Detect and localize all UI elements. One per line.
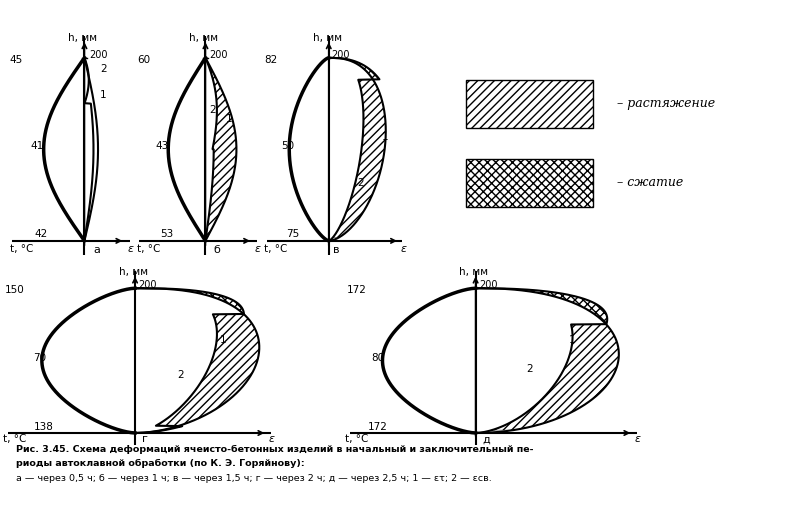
Text: 200: 200 [139, 280, 157, 290]
Text: 45: 45 [10, 55, 23, 65]
Bar [466, 80, 594, 128]
Text: 172: 172 [368, 422, 388, 432]
Text: 200: 200 [209, 50, 228, 60]
Text: а — через 0,5 ч; б — через 1 ч; в — через 1,5 ч; г — через 2 ч; д — через 2,5 ч;: а — через 0,5 ч; б — через 1 ч; в — чере… [16, 474, 492, 483]
Text: h, мм: h, мм [68, 33, 96, 43]
Text: 1: 1 [226, 114, 232, 124]
Text: 1: 1 [382, 132, 388, 142]
Text: г: г [142, 434, 148, 445]
Text: 1: 1 [100, 90, 107, 100]
Text: t, °C: t, °C [3, 434, 26, 444]
Text: 53: 53 [160, 229, 174, 239]
Text: t, °C: t, °C [137, 244, 161, 254]
Text: в: в [334, 245, 340, 255]
Text: 200: 200 [479, 280, 498, 290]
Text: – сжатие: – сжатие [617, 176, 683, 190]
Text: 200: 200 [331, 50, 349, 60]
Text: 82: 82 [264, 55, 278, 65]
Text: 2: 2 [100, 64, 107, 75]
Text: 2: 2 [178, 370, 184, 380]
Text: 1: 1 [220, 335, 226, 345]
Text: h, мм: h, мм [459, 267, 488, 277]
Text: 172: 172 [347, 285, 366, 294]
Text: h, мм: h, мм [119, 267, 148, 277]
Text: ε: ε [255, 244, 261, 254]
Text: h, мм: h, мм [189, 33, 218, 43]
Text: 200: 200 [89, 50, 107, 60]
Text: 43: 43 [156, 142, 169, 151]
Text: ε: ε [269, 434, 275, 444]
Text: t, °C: t, °C [345, 434, 369, 444]
Text: 80: 80 [372, 353, 384, 363]
Text: 2: 2 [526, 364, 533, 374]
Text: 60: 60 [137, 55, 150, 65]
Text: 2: 2 [209, 105, 217, 114]
Text: д: д [482, 434, 490, 445]
Text: t, °C: t, °C [10, 244, 33, 254]
Text: 50: 50 [281, 142, 295, 151]
Text: риоды автоклавной обработки (по К. Э. Горяйнову):: риоды автоклавной обработки (по К. Э. Го… [16, 459, 305, 468]
Text: 2: 2 [357, 178, 364, 188]
Bar [466, 159, 594, 207]
Text: 42: 42 [34, 229, 48, 239]
Text: h, мм: h, мм [313, 33, 342, 43]
Text: 70: 70 [33, 353, 46, 363]
Text: 150: 150 [5, 285, 25, 294]
Text: 75: 75 [286, 229, 299, 239]
Text: ε: ε [635, 434, 641, 444]
Text: 138: 138 [33, 422, 53, 432]
Text: ε: ε [401, 244, 407, 254]
Text: – растяжение: – растяжение [617, 98, 715, 110]
Text: 1: 1 [569, 335, 576, 345]
Text: а: а [93, 245, 100, 255]
Text: Рис. 3.45. Схема деформаций ячеисто-бетонных изделий в начальный и заключительны: Рис. 3.45. Схема деформаций ячеисто-бето… [16, 445, 533, 454]
Text: ε: ε [127, 244, 134, 254]
Text: t, °C: t, °C [264, 244, 288, 254]
Text: б: б [213, 245, 220, 255]
Text: 41: 41 [30, 142, 43, 151]
